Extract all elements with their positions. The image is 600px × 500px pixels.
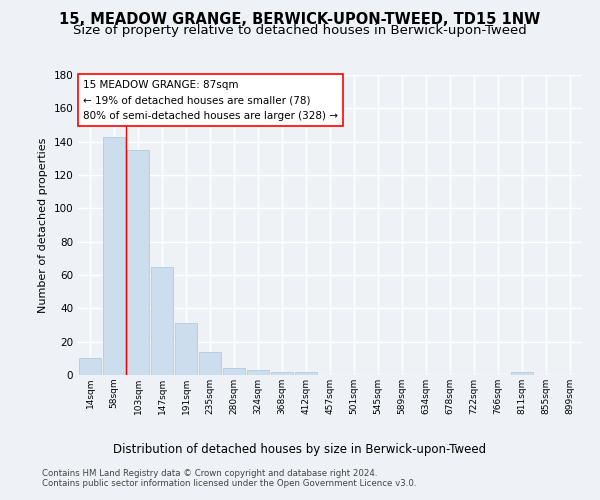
Bar — [103, 136, 125, 375]
Bar — [295, 372, 317, 375]
Bar — [151, 266, 173, 375]
Text: Contains HM Land Registry data © Crown copyright and database right 2024.: Contains HM Land Registry data © Crown c… — [42, 468, 377, 477]
Bar — [199, 352, 221, 375]
Bar — [127, 150, 149, 375]
Bar — [223, 368, 245, 375]
Text: 15, MEADOW GRANGE, BERWICK-UPON-TWEED, TD15 1NW: 15, MEADOW GRANGE, BERWICK-UPON-TWEED, T… — [59, 12, 541, 28]
Bar — [247, 370, 269, 375]
Text: Contains public sector information licensed under the Open Government Licence v3: Contains public sector information licen… — [42, 478, 416, 488]
Text: 15 MEADOW GRANGE: 87sqm
← 19% of detached houses are smaller (78)
80% of semi-de: 15 MEADOW GRANGE: 87sqm ← 19% of detache… — [83, 80, 338, 120]
Text: Size of property relative to detached houses in Berwick-upon-Tweed: Size of property relative to detached ho… — [73, 24, 527, 37]
Bar — [79, 358, 101, 375]
Bar — [511, 372, 533, 375]
Bar — [271, 372, 293, 375]
Bar — [175, 324, 197, 375]
Text: Distribution of detached houses by size in Berwick-upon-Tweed: Distribution of detached houses by size … — [113, 442, 487, 456]
Y-axis label: Number of detached properties: Number of detached properties — [38, 138, 48, 312]
